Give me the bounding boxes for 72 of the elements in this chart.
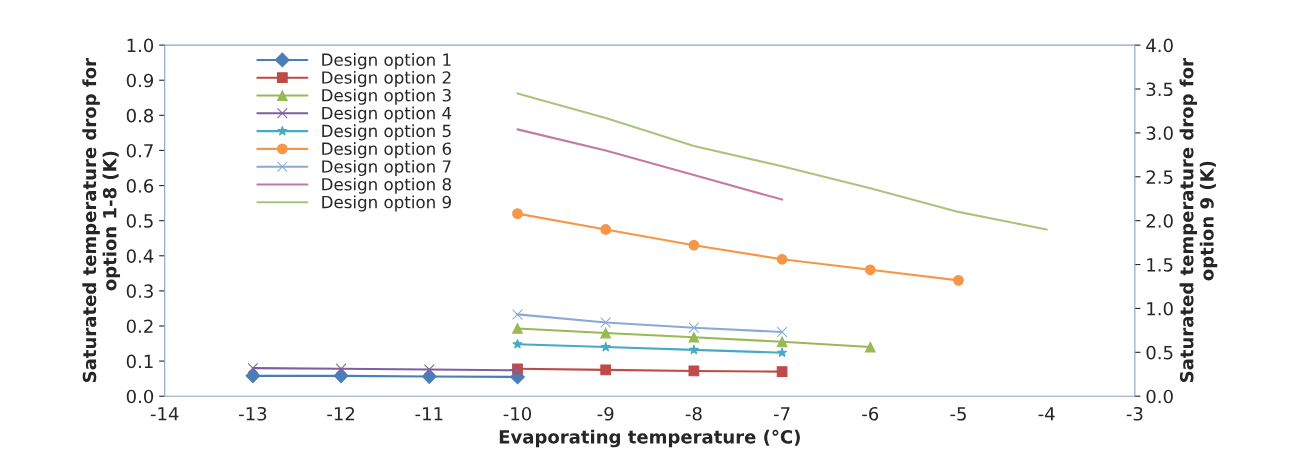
point [423, 364, 435, 375]
y2-tick-label: 0.5 [1146, 345, 1173, 360]
x-tick-label: -13 [239, 406, 267, 421]
point [688, 331, 700, 343]
y-tick-label: 0.6 [126, 179, 154, 193]
y-tick-label: 0.1 [126, 354, 153, 369]
x-tick-label: -6 [862, 406, 879, 421]
y-tick-label: 0.5 [126, 214, 153, 228]
y-tick-label: 1.0 [127, 38, 154, 53]
legend-label: Design option 8 [322, 177, 451, 194]
point [600, 224, 612, 235]
y-tick-label: 0.9 [126, 73, 154, 88]
point [776, 253, 788, 265]
point [776, 336, 788, 348]
y2-tick-label: 1.0 [1147, 301, 1173, 316]
point [335, 363, 347, 375]
legend-label: Design option 2 [322, 70, 451, 88]
x-tick-label: -12 [327, 406, 355, 421]
x-tick-label: -8 [685, 406, 702, 421]
x-tick-label: -11 [415, 407, 443, 421]
point [600, 364, 612, 376]
legend-label: Design option 9 [322, 195, 451, 212]
y-axis-title: Saturated temperature drop for option 1-8 (K) [82, 58, 121, 383]
y2-tick-label: 0.0 [1146, 389, 1173, 404]
point [864, 264, 876, 276]
x-tick-label: -9 [597, 406, 614, 421]
point [776, 326, 788, 338]
point [245, 368, 261, 384]
point [600, 327, 612, 339]
point [247, 362, 259, 374]
point [421, 369, 437, 384]
legend-label: Design option 6 [322, 142, 452, 159]
line-series [516, 128, 784, 201]
x-tick-label: -5 [950, 407, 966, 421]
y2-tick-label: 2.0 [1146, 214, 1173, 228]
point [600, 317, 612, 328]
y2-tick-label: 1.5 [1147, 258, 1173, 272]
point [776, 366, 788, 378]
y-tick-label: 0.3 [126, 284, 153, 298]
line-series [516, 92, 1048, 231]
x-tick-label: -4 [1038, 407, 1055, 421]
point [688, 344, 700, 355]
y-tick-label: 0.2 [126, 319, 153, 334]
y2-axis-title: Saturated temperature drop for option 9 (K) [1179, 58, 1218, 383]
point [600, 341, 611, 352]
y2-tick-label: 2.5 [1146, 170, 1173, 184]
legend-label: Design option 1 [322, 53, 451, 70]
y-tick-label: 0.7 [126, 143, 153, 158]
legend-label: Design option 4 [322, 106, 452, 123]
y-tick-label: 0.4 [126, 249, 154, 263]
legend-label: Design option 7 [322, 159, 451, 177]
x-tick-label: -14 [150, 407, 179, 421]
y2-tick-label: 3.0 [1146, 126, 1173, 141]
x-tick-label: -3 [1126, 406, 1143, 421]
point [512, 338, 523, 349]
x-axis-title: Evaporating temperature (°C) [499, 429, 800, 448]
legend-label: Design option 3 [322, 88, 451, 105]
point [512, 309, 523, 320]
legend-label: Design option 5 [322, 124, 451, 141]
point [776, 347, 788, 358]
point [864, 341, 876, 353]
y-tick-label: 0.8 [126, 108, 154, 123]
y-tick-label: 0.0 [126, 389, 154, 404]
x-tick-label: -10 [503, 406, 532, 421]
point [688, 239, 700, 251]
y2-tick-label: 3.5 [1146, 82, 1173, 97]
x-tick-label: -7 [773, 407, 790, 421]
point [512, 323, 523, 334]
point [953, 274, 964, 286]
point [688, 322, 700, 334]
y2-tick-label: 4.0 [1146, 38, 1173, 53]
point [512, 208, 523, 220]
